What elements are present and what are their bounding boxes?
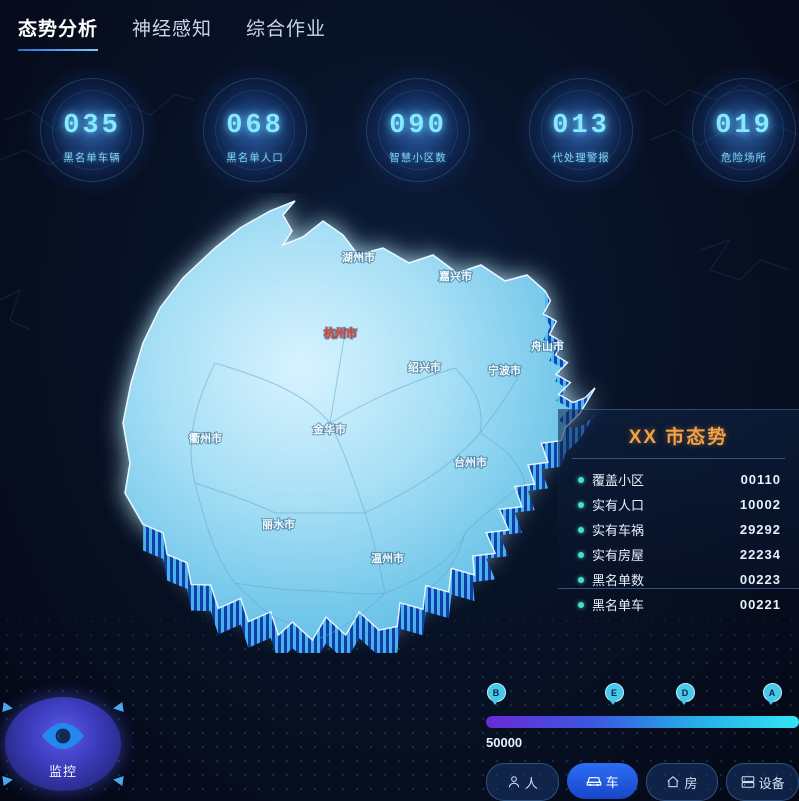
svg-text:湖州市: 湖州市: [342, 250, 375, 264]
svg-text:丽水市: 丽水市: [262, 517, 295, 531]
svg-text:绍兴市: 绍兴市: [408, 360, 441, 374]
svg-text:杭州市: 杭州市: [324, 326, 357, 340]
svg-text:舟山市: 舟山市: [531, 339, 564, 353]
svg-text:宁波市: 宁波市: [488, 363, 521, 377]
svg-text:金华市: 金华市: [312, 422, 346, 436]
svg-text:衢州市: 衢州市: [189, 431, 222, 445]
svg-text:台州市: 台州市: [454, 455, 487, 469]
svg-text:温州市: 温州市: [371, 551, 404, 565]
svg-text:嘉兴市: 嘉兴市: [438, 269, 472, 283]
